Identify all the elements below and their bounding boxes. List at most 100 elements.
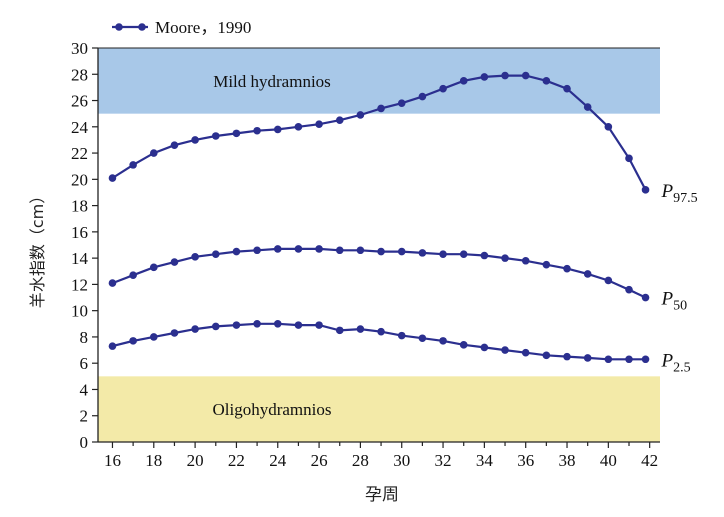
series-label-sub: 97.5 xyxy=(673,191,698,206)
data-point xyxy=(108,279,117,287)
y-tick-label: 30 xyxy=(71,39,88,58)
data-point xyxy=(356,246,365,255)
data-point xyxy=(191,253,199,261)
data-point xyxy=(170,141,179,149)
y-tick-label: 14 xyxy=(71,249,89,268)
data-point xyxy=(315,245,323,253)
y-tick-label: 2 xyxy=(80,407,89,426)
data-point xyxy=(356,325,365,333)
data-point xyxy=(232,247,241,256)
data-point xyxy=(583,270,592,278)
series-label-main: P xyxy=(661,350,674,371)
data-point xyxy=(604,123,613,131)
data-point xyxy=(335,246,344,255)
reference-bands xyxy=(98,48,660,442)
y-tick-label: 8 xyxy=(80,328,89,347)
data-point xyxy=(641,186,650,194)
data-point xyxy=(480,251,489,260)
x-tick-label: 16 xyxy=(104,451,121,470)
data-point xyxy=(335,326,344,335)
y-tick-label: 26 xyxy=(71,92,88,111)
legend-marker xyxy=(138,23,146,31)
data-point xyxy=(294,321,303,329)
data-point xyxy=(480,343,489,352)
data-point xyxy=(129,161,137,169)
x-tick-label: 24 xyxy=(269,451,287,470)
data-point xyxy=(521,348,530,357)
data-point xyxy=(542,77,551,85)
data-point xyxy=(253,320,261,328)
data-point xyxy=(211,132,220,140)
data-point xyxy=(211,322,220,331)
x-tick-label: 34 xyxy=(476,451,494,470)
data-point xyxy=(563,352,571,361)
data-point xyxy=(501,71,509,80)
series-label-sub: 2.5 xyxy=(673,360,691,375)
y-tick-label: 22 xyxy=(71,144,88,163)
series-label-0: P97.5 xyxy=(661,181,698,206)
data-point xyxy=(418,92,427,101)
data-point xyxy=(501,254,509,262)
y-tick-label: 6 xyxy=(80,354,89,373)
data-point xyxy=(625,154,633,163)
y-tick-label: 12 xyxy=(71,275,88,294)
series-group xyxy=(108,71,650,364)
data-point xyxy=(459,250,468,258)
y-tick-label: 24 xyxy=(71,118,89,137)
legend-label: Moore，1990 xyxy=(155,18,251,37)
x-tick-label: 22 xyxy=(228,451,245,470)
data-point xyxy=(583,103,592,111)
x-axis-label: 孕周 xyxy=(365,485,399,505)
band-oligohydramnios xyxy=(98,376,660,442)
legend: Moore，1990 xyxy=(112,18,251,37)
data-point xyxy=(377,247,385,256)
data-point xyxy=(315,321,323,329)
data-point xyxy=(273,320,282,328)
data-point xyxy=(641,293,650,302)
y-tick-label: 20 xyxy=(71,170,88,189)
band-mild-hydramnios xyxy=(98,48,660,114)
y-axis-label: 羊水指数（cm） xyxy=(28,188,47,308)
data-point xyxy=(108,342,117,350)
data-point xyxy=(542,351,551,360)
data-point xyxy=(335,116,344,125)
series-label-2: P2.5 xyxy=(661,350,691,375)
data-point xyxy=(625,355,633,364)
y-tick-label: 10 xyxy=(71,302,88,321)
data-point xyxy=(583,354,592,362)
data-point xyxy=(501,346,509,354)
x-tick-label: 30 xyxy=(393,451,410,470)
data-point xyxy=(149,149,158,157)
x-tick-label: 42 xyxy=(641,451,658,470)
x-tick-label: 38 xyxy=(559,451,576,470)
data-point xyxy=(294,123,303,131)
x-tick-label: 40 xyxy=(600,451,617,470)
data-point xyxy=(625,285,633,294)
y-tick-label: 16 xyxy=(71,223,88,242)
data-point xyxy=(191,325,199,333)
data-point xyxy=(170,329,179,337)
series-label-sub: 50 xyxy=(673,299,687,314)
data-point xyxy=(459,341,468,349)
data-point xyxy=(439,84,447,93)
x-tick-label: 26 xyxy=(311,451,328,470)
data-point xyxy=(480,73,489,81)
y-tick-label: 0 xyxy=(80,433,89,452)
data-point xyxy=(232,129,241,138)
data-point xyxy=(170,258,179,266)
x-tick-label: 20 xyxy=(187,451,204,470)
data-point xyxy=(439,250,447,258)
data-point xyxy=(356,111,365,119)
data-point xyxy=(253,126,261,135)
data-point xyxy=(641,355,650,364)
data-point xyxy=(232,321,241,329)
data-point xyxy=(563,264,571,273)
series-label-1: P50 xyxy=(661,289,688,314)
x-tick-label: 18 xyxy=(145,451,162,470)
data-point xyxy=(129,337,137,345)
y-tick-label: 28 xyxy=(71,65,88,84)
data-point xyxy=(211,250,220,258)
